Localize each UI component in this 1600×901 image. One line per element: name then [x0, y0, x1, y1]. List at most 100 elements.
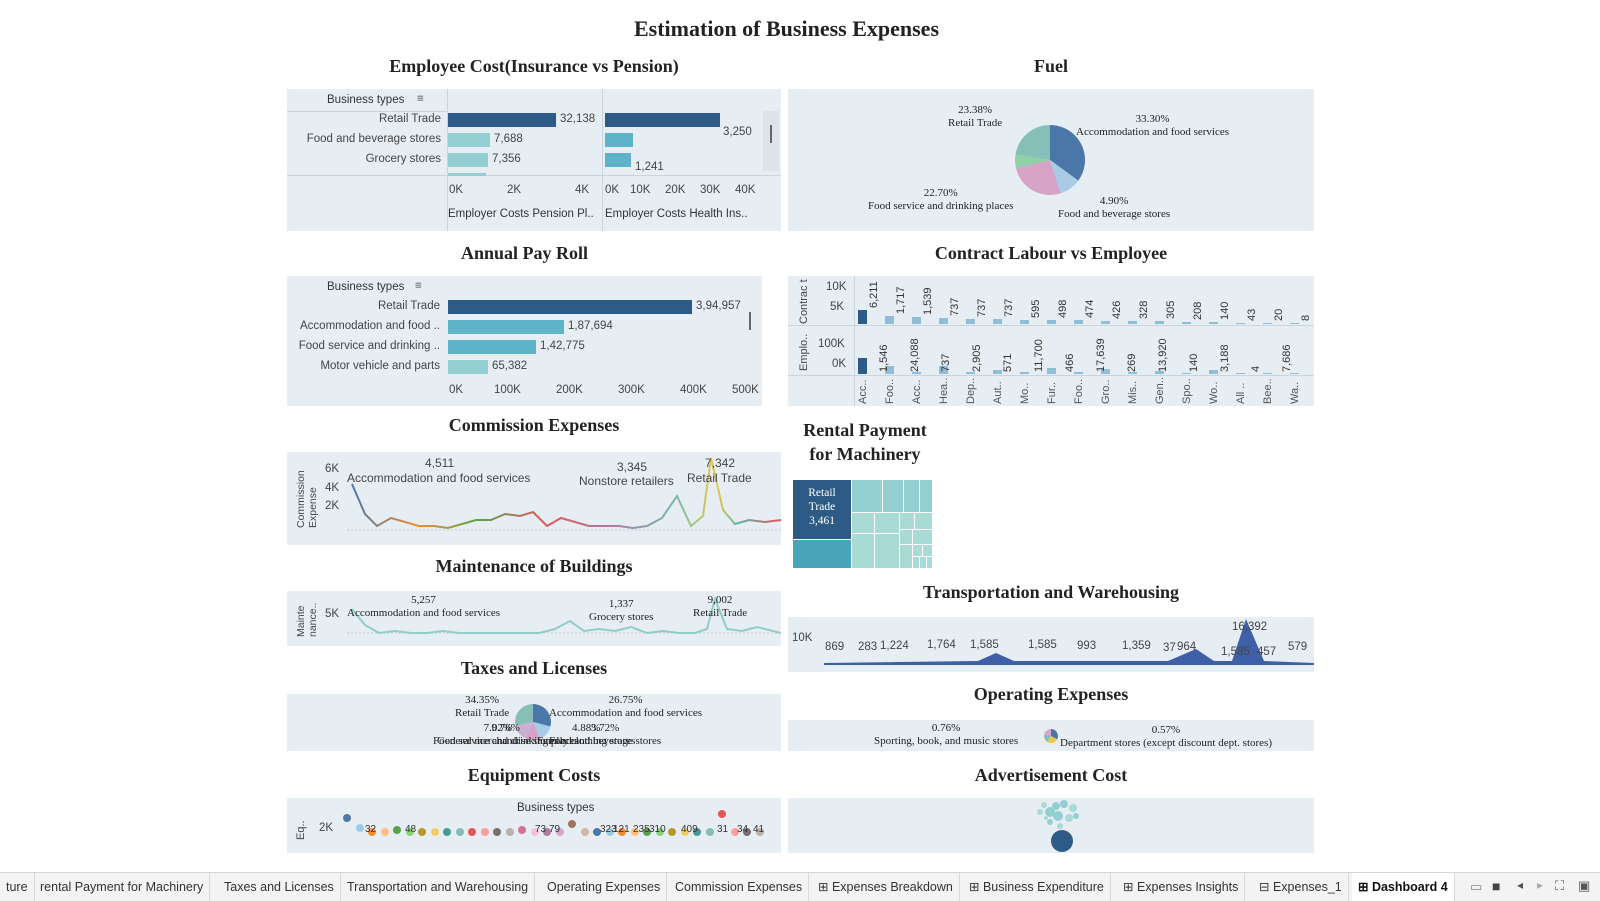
equipment-dot[interactable] [405, 828, 414, 836]
contract-top-bar[interactable] [885, 316, 894, 324]
pension-bar[interactable] [448, 173, 486, 176]
equipment-dot[interactable] [430, 828, 439, 836]
contract-top-bar[interactable] [1263, 323, 1272, 324]
employee-cost-table-header[interactable]: Business types ≡ [287, 89, 447, 112]
pension-bar[interactable] [448, 113, 556, 127]
sort-icon[interactable]: ≡ [417, 93, 424, 105]
equipment-dot[interactable] [480, 828, 489, 836]
contract-bottom-bar[interactable] [858, 358, 867, 374]
health-bar[interactable] [605, 153, 631, 167]
equipment-dot[interactable] [568, 820, 576, 828]
payroll-row-label[interactable]: Food service and drinking .. [298, 340, 440, 352]
contract-bottom-bar[interactable] [1101, 369, 1110, 374]
contract-top-bar[interactable] [1074, 320, 1083, 324]
equipment-dot[interactable] [380, 828, 389, 836]
tab-expenses-1[interactable]: ⊟ Expenses_1 [1253, 873, 1349, 901]
pension-bar[interactable] [448, 153, 488, 167]
contract-top-bar[interactable] [1182, 322, 1191, 324]
payroll-bar[interactable] [448, 360, 488, 374]
contract-bottom-bar[interactable] [1182, 373, 1191, 374]
contract-top-bar[interactable] [966, 319, 975, 324]
employee-cost-scrollbar[interactable] [763, 111, 779, 171]
equipment-dot[interactable] [593, 828, 601, 836]
equipment-dot[interactable] [543, 828, 551, 836]
employee-cost-row-label[interactable]: Food and beverage stores [306, 133, 441, 145]
contract-bottom-bar[interactable] [1290, 373, 1299, 374]
tab-business-expenditure[interactable]: ⊞ Business Expenditure [963, 873, 1111, 901]
equipment-dot[interactable] [493, 828, 501, 836]
contract-bottom-bar[interactable] [1155, 371, 1164, 374]
equipment-dot[interactable] [643, 828, 651, 836]
contract-bottom-bar[interactable] [1263, 373, 1272, 374]
fuel-pie-chart[interactable] [788, 89, 1314, 231]
equipment-dot[interactable] [418, 828, 426, 836]
health-bar[interactable] [605, 133, 633, 147]
equipment-dot[interactable] [343, 814, 351, 822]
contract-bottom-bar[interactable] [1128, 372, 1137, 374]
contract-top-bar[interactable] [858, 310, 867, 324]
contract-top-bar[interactable] [1155, 321, 1164, 324]
next-sheet-icon[interactable]: ▸ [1537, 878, 1544, 892]
prev-sheet-icon[interactable]: ◂ [1517, 878, 1524, 892]
equipment-dot[interactable] [680, 828, 689, 836]
contract-bottom-bar[interactable] [1020, 372, 1029, 374]
contract-top-bar[interactable] [1047, 320, 1056, 324]
tab-ture[interactable]: ture [0, 873, 35, 901]
tab-expenses-insights[interactable]: ⊞ Expenses Insights [1117, 873, 1246, 901]
advertisement-bubble-chart[interactable] [788, 798, 1314, 853]
equipment-dot[interactable] [705, 828, 714, 836]
commission-line-chart[interactable] [287, 452, 781, 545]
contract-bottom-bar[interactable] [912, 372, 921, 374]
contract-bottom-bar[interactable] [1074, 372, 1083, 374]
equipment-dot[interactable] [355, 824, 364, 832]
contract-bottom-bar[interactable] [939, 366, 948, 374]
fullscreen-icon[interactable]: ⛶ [1555, 878, 1565, 893]
equipment-dot[interactable] [530, 828, 539, 836]
equipment-dot[interactable] [505, 828, 514, 836]
contract-bottom-bar[interactable] [1047, 368, 1056, 374]
equipment-dot[interactable] [518, 826, 526, 834]
payroll-row-label[interactable]: Motor vehicle and parts [320, 360, 440, 372]
payroll-header-label[interactable]: Business types [327, 281, 405, 293]
treemap-tile-retail[interactable]: Retail Trade 3,461 [793, 480, 851, 539]
contract-top-bar[interactable] [1290, 323, 1299, 324]
equipment-dot[interactable] [618, 828, 626, 836]
equipment-dot[interactable] [580, 828, 589, 836]
employee-cost-row-label[interactable]: Retail Trade [378, 113, 441, 125]
equipment-dot[interactable] [693, 828, 701, 836]
rental-treemap[interactable]: Retail Trade 3,461 [793, 480, 939, 568]
contract-bottom-bar[interactable] [1236, 373, 1245, 374]
equipment-dot[interactable] [455, 828, 464, 836]
contract-top-bar[interactable] [1128, 321, 1137, 324]
tab-taxes-licenses[interactable]: Taxes and Licenses [218, 873, 341, 901]
equipment-dot[interactable] [468, 828, 476, 836]
equipment-dot[interactable] [630, 828, 639, 836]
equipment-dot[interactable] [655, 828, 664, 836]
contract-top-bar[interactable] [993, 319, 1002, 324]
equipment-dot[interactable] [555, 828, 564, 836]
equipment-dot[interactable] [755, 828, 764, 836]
equipment-dot[interactable] [368, 828, 376, 836]
taxes-pie-chart[interactable] [287, 694, 781, 751]
equipment-dot[interactable] [393, 826, 401, 834]
show-filmstrip-icon[interactable]: ▭ [1470, 879, 1483, 894]
equipment-dot[interactable] [443, 828, 451, 836]
presentation-icon[interactable]: ▣ [1578, 878, 1591, 893]
operating-pie-chart[interactable] [788, 720, 1314, 751]
payroll-bar[interactable] [448, 320, 564, 334]
tab-commission-expenses[interactable]: Commission Expenses [669, 873, 810, 901]
contract-top-bar[interactable] [1020, 320, 1029, 324]
contract-top-bar[interactable] [1101, 321, 1110, 324]
contract-bottom-bar[interactable] [885, 366, 894, 374]
contract-top-bar[interactable] [1236, 323, 1245, 324]
tab-expenses-breakdown[interactable]: ⊞ Expenses Breakdown [812, 873, 960, 901]
payroll-bar[interactable] [448, 300, 692, 314]
equipment-dot[interactable] [730, 828, 739, 836]
tab-dashboard-4[interactable]: ⊞ Dashboard 4 [1352, 873, 1455, 901]
employee-cost-row-label[interactable]: Grocery stores [365, 153, 441, 165]
contract-top-bar[interactable] [912, 317, 921, 324]
transport-area-chart[interactable] [788, 617, 1314, 672]
health-bar[interactable] [605, 113, 720, 127]
show-tabs-icon[interactable]: ■ [1492, 878, 1501, 894]
tab-operating-expenses[interactable]: Operating Expenses [541, 873, 668, 901]
